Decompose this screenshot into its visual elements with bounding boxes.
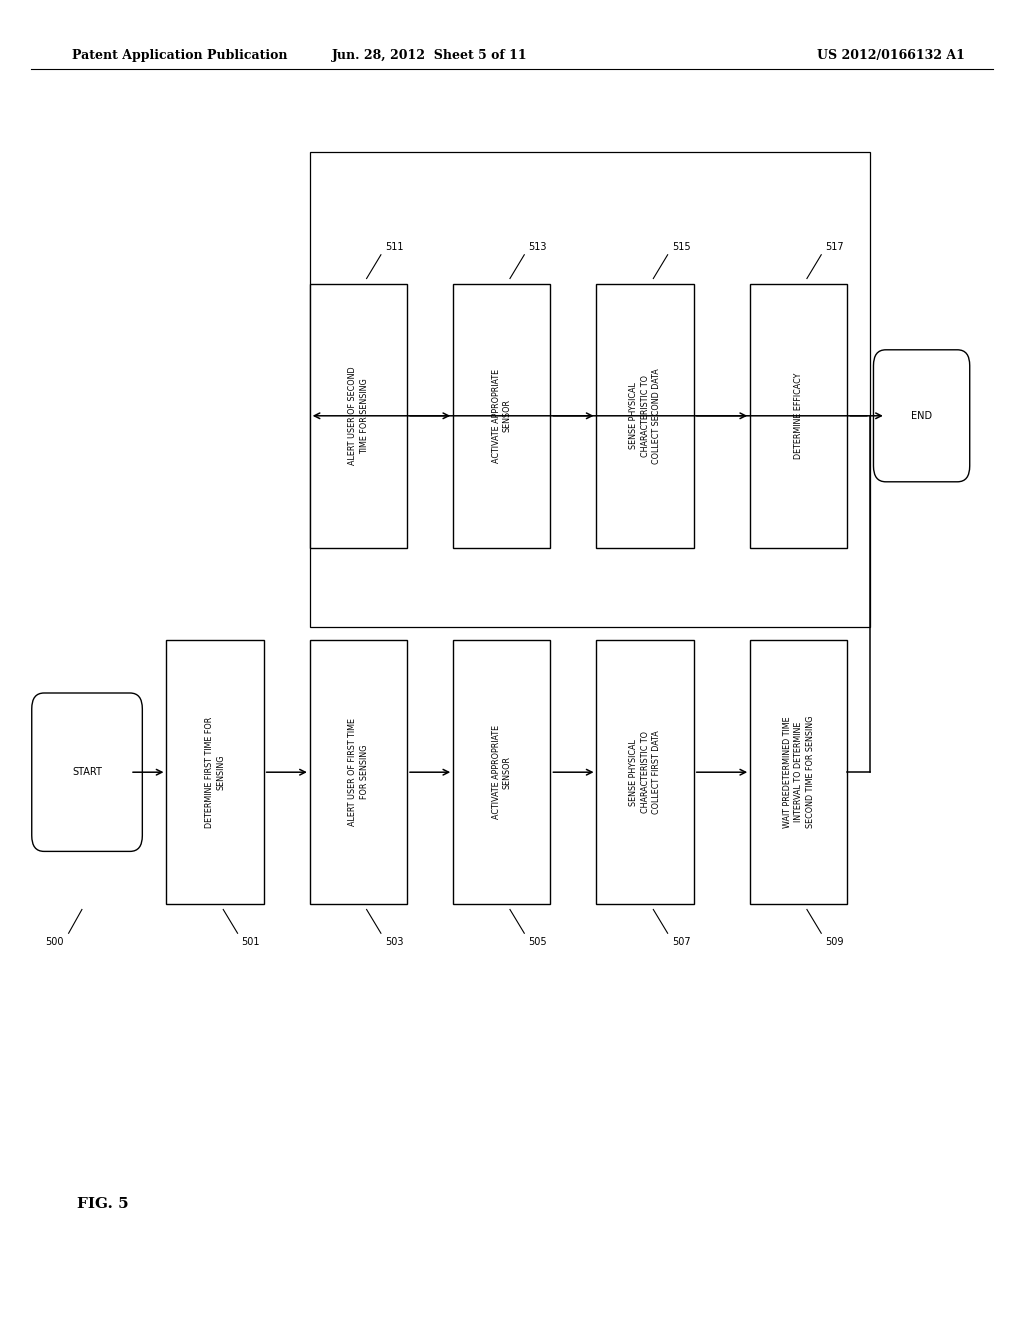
FancyBboxPatch shape xyxy=(32,693,142,851)
Text: 500: 500 xyxy=(45,937,63,948)
Text: 515: 515 xyxy=(672,242,690,252)
Text: 503: 503 xyxy=(385,937,403,948)
Text: START: START xyxy=(72,767,102,777)
Bar xyxy=(453,284,551,548)
Bar xyxy=(750,640,848,904)
Bar xyxy=(309,152,870,627)
Text: US 2012/0166132 A1: US 2012/0166132 A1 xyxy=(817,49,965,62)
Text: 507: 507 xyxy=(672,937,690,948)
Text: ALERT USER OF FIRST TIME
FOR SENSING: ALERT USER OF FIRST TIME FOR SENSING xyxy=(348,718,369,826)
Text: SENSE PHYSICAL
CHARACTERISTIC TO
COLLECT FIRST DATA: SENSE PHYSICAL CHARACTERISTIC TO COLLECT… xyxy=(629,730,662,814)
Text: 517: 517 xyxy=(825,242,844,252)
Text: 501: 501 xyxy=(242,937,260,948)
Bar xyxy=(596,640,694,904)
Text: END: END xyxy=(911,411,932,421)
Text: 505: 505 xyxy=(528,937,547,948)
Bar xyxy=(453,640,551,904)
Bar xyxy=(309,640,407,904)
Text: FIG. 5: FIG. 5 xyxy=(77,1197,128,1210)
Bar xyxy=(166,640,263,904)
Text: DETERMINE EFFICACY: DETERMINE EFFICACY xyxy=(795,372,803,459)
Text: WAIT PREDETERMINED TIME
INTERVAL TO DETERMINE
SECOND TIME FOR SENSING: WAIT PREDETERMINED TIME INTERVAL TO DETE… xyxy=(782,715,815,829)
Bar xyxy=(309,284,407,548)
Text: ALERT USER OF SECOND
TIME FOR SENSING: ALERT USER OF SECOND TIME FOR SENSING xyxy=(348,367,369,465)
FancyBboxPatch shape xyxy=(873,350,970,482)
Text: Jun. 28, 2012  Sheet 5 of 11: Jun. 28, 2012 Sheet 5 of 11 xyxy=(332,49,528,62)
Text: DETERMINE FIRST TIME FOR
SENSING: DETERMINE FIRST TIME FOR SENSING xyxy=(205,717,225,828)
Text: 511: 511 xyxy=(385,242,403,252)
Text: 513: 513 xyxy=(528,242,547,252)
Text: Patent Application Publication: Patent Application Publication xyxy=(72,49,287,62)
Text: ACTIVATE APPROPRIATE
SENSOR: ACTIVATE APPROPRIATE SENSOR xyxy=(492,725,512,820)
Text: SENSE PHYSICAL
CHARACTERISTIC TO
COLLECT SECOND DATA: SENSE PHYSICAL CHARACTERISTIC TO COLLECT… xyxy=(629,368,662,463)
Text: 509: 509 xyxy=(825,937,844,948)
Bar xyxy=(596,284,694,548)
Bar xyxy=(750,284,848,548)
Text: ACTIVATE APPROPRIATE
SENSOR: ACTIVATE APPROPRIATE SENSOR xyxy=(492,368,512,463)
